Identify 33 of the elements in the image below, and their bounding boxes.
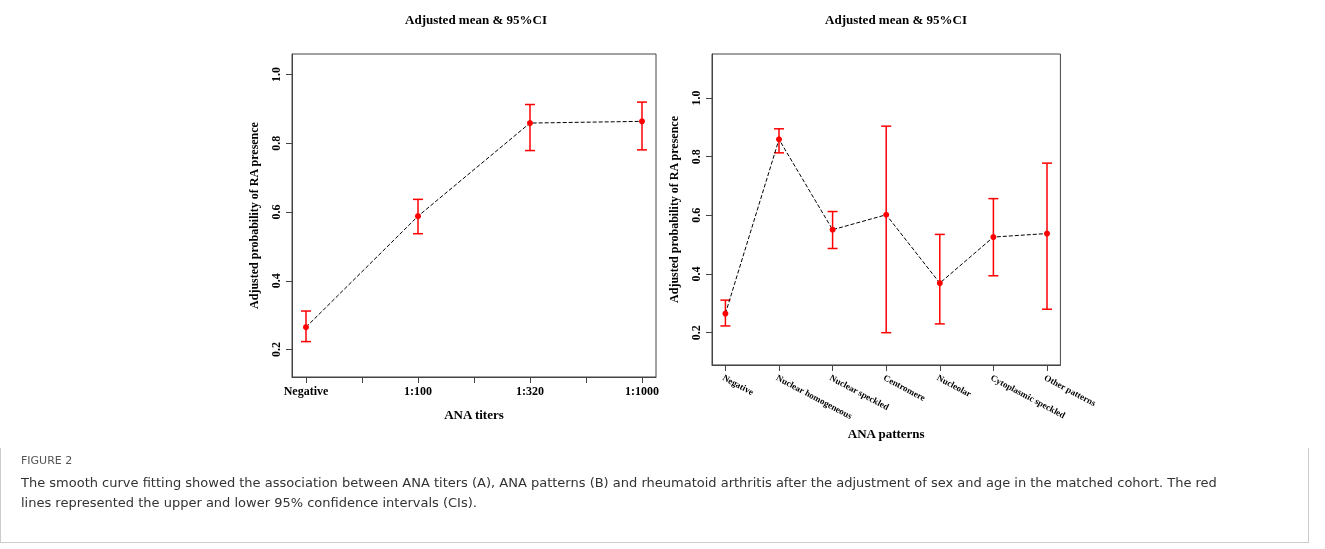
y-tick-label: 0.4 <box>269 273 283 289</box>
point <box>303 324 309 331</box>
x-tick-label: 1:320 <box>516 384 544 398</box>
y-tick-label: 0.4 <box>689 266 703 282</box>
x-axis-title: ANA titers <box>444 407 504 422</box>
point <box>722 310 729 317</box>
point <box>639 118 645 125</box>
x-tick-label: 1:1000 <box>625 384 659 398</box>
point <box>527 120 533 127</box>
y-tick-label: 0.6 <box>269 204 283 220</box>
text: The smooth curve fitting showed the association between ANA titers (A), ANA patterns (B) and rheumatoid arthritis after the adjustment of sex and age in the matched cohort. The red lines represented the upper and lower 95% confidence intervals (CIs). <box>21 474 1218 512</box>
point <box>415 213 421 220</box>
x-tick-label: Negative <box>283 384 329 398</box>
y-tick-label: 1.0 <box>689 90 703 106</box>
point <box>1044 230 1050 237</box>
y-tick-label: 0.8 <box>689 149 703 165</box>
y-tick-label: 0.2 <box>689 325 703 341</box>
point <box>883 211 890 218</box>
x-axis-title: ANA patterns <box>847 426 925 441</box>
point <box>990 234 997 241</box>
y-tick-label: 0.6 <box>689 207 703 223</box>
caption: FIGURE 2 <box>21 454 74 467</box>
chart-title: Adjusted mean & 95%CI <box>405 12 547 27</box>
point <box>776 136 782 143</box>
y-axis-title: Adjusted probability of RA presence <box>247 121 261 309</box>
x-tick-label: 1:100 <box>404 384 432 398</box>
y-tick-label: 0.2 <box>269 342 283 358</box>
chart-title: Adjusted mean & 95%CI <box>825 12 967 27</box>
y-axis-title: Adjusted probability of RA presence <box>667 115 681 303</box>
y-tick-label: 0.8 <box>269 135 283 151</box>
point <box>829 226 836 233</box>
point <box>936 280 943 287</box>
y-tick-label: 1.0 <box>269 67 283 83</box>
